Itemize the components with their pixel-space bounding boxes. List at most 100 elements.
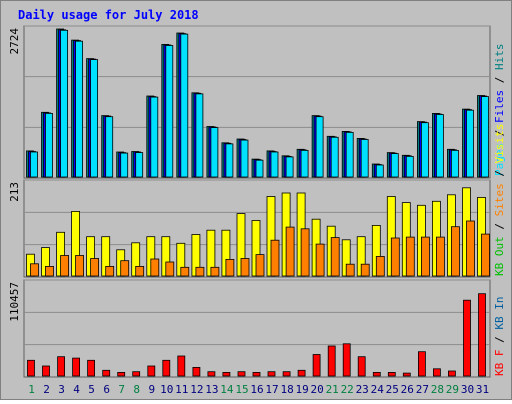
bar-sites-2 (45, 265, 54, 277)
legend-entry: / (493, 70, 506, 90)
x-label-9: 9 (148, 383, 155, 396)
bar-sites-30 (466, 220, 475, 277)
bar-sites-17 (270, 239, 280, 277)
bar-pages-10 (165, 45, 174, 178)
x-label-16: 16 (250, 383, 263, 396)
x-label-2: 2 (43, 383, 50, 396)
bar-kb-f-26 (402, 372, 411, 377)
x-label-6: 6 (103, 383, 110, 396)
bar-sites-24 (375, 255, 385, 277)
bar-pages-27 (420, 122, 429, 178)
x-label-14: 14 (220, 383, 234, 396)
bar-pages-29 (450, 149, 459, 178)
bar-pages-19 (300, 149, 309, 178)
bar-sites-21 (330, 237, 340, 277)
bar-sites-11 (180, 266, 190, 277)
bar-sites-25 (390, 237, 400, 277)
x-label-10: 10 (160, 383, 173, 396)
bar-sites-22 (345, 263, 355, 277)
bar-sites-9 (150, 258, 160, 277)
bar-kb-f-16 (252, 371, 261, 377)
bar-kb-f-30 (463, 299, 471, 377)
bar-sites-14 (225, 258, 235, 277)
bar-kb-f-7 (117, 371, 126, 377)
bar-pages-15 (240, 139, 249, 178)
bar-kb-f-29 (447, 370, 456, 377)
bar-sites-27 (420, 236, 430, 277)
bar-kb-f-31 (478, 293, 486, 377)
x-label-1: 1 (28, 383, 35, 396)
legend-entry: / (493, 216, 506, 236)
panel-mid (23, 179, 491, 278)
bar-kb-f-10 (162, 359, 171, 377)
bar-pages-21 (330, 136, 339, 178)
x-label-21: 21 (326, 383, 339, 396)
y-max-label-bot: 110457 (8, 282, 21, 322)
legend-bot: KB F / KB In (493, 297, 506, 377)
bar-kb-f-1 (27, 359, 35, 377)
x-label-28: 28 (431, 383, 444, 396)
bar-sites-1 (30, 263, 39, 277)
x-label-30: 30 (461, 383, 474, 396)
bar-sites-23 (360, 263, 370, 277)
bar-sites-7 (120, 260, 130, 277)
legend-entry: KB F (493, 350, 506, 377)
bar-kb-f-11 (177, 355, 186, 377)
bar-kb-f-4 (72, 357, 80, 377)
x-label-27: 27 (416, 383, 429, 396)
legend-entry: / (493, 163, 506, 183)
legend-entry: Pages (493, 143, 506, 176)
bar-kb-f-5 (87, 359, 95, 377)
bar-pages-24 (375, 164, 384, 178)
bar-pages-2 (45, 113, 53, 178)
bar-kb-f-13 (207, 371, 216, 377)
x-label-23: 23 (356, 383, 369, 396)
x-label-12: 12 (190, 383, 203, 396)
bar-pages-28 (435, 114, 444, 178)
bar-sites-5 (90, 258, 99, 277)
x-label-4: 4 (73, 383, 80, 396)
y-axis-max-labels: 2724 213 110457 (8, 28, 21, 322)
x-label-31: 31 (476, 383, 489, 396)
bar-kb-f-15 (237, 371, 246, 377)
bar-kb-f-9 (147, 365, 156, 377)
x-label-19: 19 (295, 383, 308, 396)
x-label-26: 26 (401, 383, 414, 396)
bar-kb-f-27 (417, 351, 426, 377)
bar-sites-31 (481, 233, 490, 277)
bar-sites-26 (405, 236, 415, 277)
bar-kb-f-8 (132, 371, 141, 377)
x-label-29: 29 (446, 383, 459, 396)
x-label-20: 20 (310, 383, 323, 396)
bar-pages-13 (210, 127, 219, 178)
x-label-22: 22 (341, 383, 354, 396)
bar-kb-f-22 (342, 343, 351, 377)
bar-pages-31 (481, 96, 489, 178)
bar-sites-10 (165, 261, 175, 277)
bar-pages-11 (180, 33, 189, 178)
bar-kb-f-23 (357, 356, 366, 377)
bar-kb-f-3 (57, 356, 65, 377)
x-axis-labels: 1 2 3 4 5 6 7 8 9 10 11 12 13 14 15 16 17 18 19 20 21 22 23 24 2… (28, 383, 489, 396)
x-label-13: 13 (205, 383, 218, 396)
bar-sites-16 (255, 254, 265, 277)
y-max-label-top: 2724 (8, 28, 21, 55)
bar-pages-23 (360, 139, 369, 178)
bar-pages-22 (345, 131, 354, 178)
bar-kb-f-20 (312, 354, 321, 377)
bar-sites-19 (300, 228, 310, 277)
x-label-5: 5 (88, 383, 95, 396)
bar-pages-20 (315, 116, 324, 178)
bar-kb-f-14 (222, 371, 231, 377)
x-label-15: 15 (235, 383, 248, 396)
y-max-label-mid: 213 (8, 182, 21, 202)
bar-pages-18 (285, 156, 294, 178)
bar-kb-f-17 (267, 371, 276, 377)
bar-pages-7 (120, 152, 129, 178)
bar-pages-16 (255, 159, 264, 178)
bar-sites-8 (135, 265, 145, 277)
legend-entry: Visits (493, 124, 506, 164)
legend-entry: Files (493, 90, 506, 123)
